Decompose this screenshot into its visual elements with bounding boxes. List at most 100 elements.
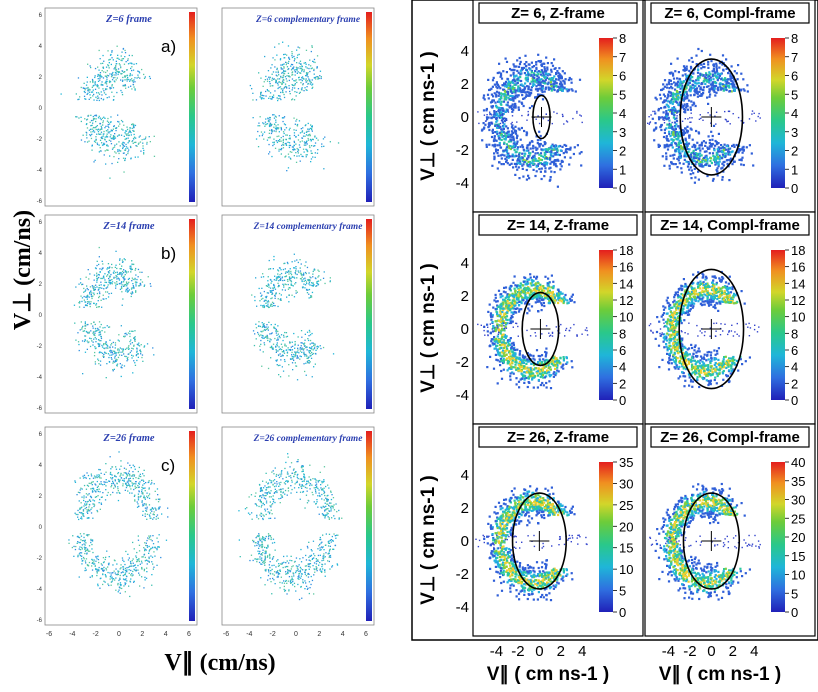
scatter-point	[310, 479, 312, 481]
scatter-point	[150, 547, 152, 549]
scatter-point	[295, 590, 297, 592]
scatter-point	[295, 571, 297, 574]
scatter-point	[86, 137, 88, 139]
scatter-point	[285, 63, 287, 66]
heatmap-cell	[540, 70, 544, 73]
scatter-point	[300, 263, 302, 265]
heatmap-cell	[542, 155, 545, 158]
scatter-point	[77, 513, 79, 516]
scatter-point	[272, 78, 275, 80]
scatter-point	[338, 518, 340, 520]
scatter-point	[312, 276, 314, 278]
scatter-point	[311, 145, 313, 147]
scatter-point	[302, 286, 304, 288]
scatter-point	[286, 351, 289, 353]
scatter-point	[279, 570, 281, 572]
scatter-point	[113, 137, 115, 139]
scatter-point	[260, 553, 262, 556]
scatter-point	[281, 355, 283, 357]
scatter-point	[273, 141, 275, 143]
scatter-point	[275, 332, 277, 334]
scatter-point	[290, 555, 292, 557]
scatter-point	[123, 135, 125, 137]
scatter-point	[322, 505, 324, 507]
scatter-point	[127, 490, 129, 492]
scatter-point	[118, 152, 120, 155]
scatter-point	[105, 287, 108, 289]
scatter-point	[316, 76, 318, 78]
heatmap-cell	[532, 168, 535, 171]
scatter-point	[299, 491, 302, 493]
scatter-point	[137, 356, 139, 358]
heatmap-cell	[555, 159, 558, 162]
scatter-point	[323, 168, 325, 170]
scatter-point	[80, 539, 82, 541]
scatter-point	[125, 143, 127, 146]
scatter-point	[288, 79, 290, 82]
heatmap-cell	[539, 134, 542, 138]
scatter-point	[123, 84, 126, 87]
scatter-point	[303, 62, 305, 64]
scatter-point	[123, 479, 125, 482]
scatter-point	[153, 514, 155, 516]
scatter-point	[128, 484, 130, 486]
scatter-point	[289, 348, 292, 351]
scatter-point	[317, 76, 319, 78]
heatmap-cell	[528, 106, 531, 110]
scatter-point	[101, 496, 103, 498]
scatter-point	[118, 354, 121, 356]
scatter-point	[103, 580, 105, 582]
scatter-point	[103, 143, 106, 145]
scatter-point	[293, 296, 296, 298]
scatter-point	[117, 472, 120, 474]
heatmap-cell	[516, 69, 519, 72]
scatter-point	[266, 123, 269, 125]
scatter-point	[280, 269, 282, 271]
scatter-point	[114, 486, 116, 488]
scatter-point	[85, 496, 87, 498]
scatter-point	[273, 130, 275, 132]
scatter-point	[144, 542, 146, 544]
scatter-point	[143, 152, 145, 154]
scatter-point	[142, 487, 144, 489]
scatter-point	[99, 287, 101, 289]
scatter-point	[103, 116, 105, 118]
scatter-point	[95, 138, 97, 141]
scatter-point	[131, 69, 133, 72]
scatter-point	[295, 266, 297, 268]
scatter-point	[109, 73, 111, 75]
scatter-point	[268, 553, 271, 555]
scatter-point	[280, 140, 282, 142]
scatter-point	[287, 153, 290, 155]
scatter-point	[132, 292, 134, 294]
scatter-point	[267, 120, 269, 122]
scatter-point	[107, 345, 109, 347]
scatter-point	[278, 127, 280, 129]
scatter-point	[95, 114, 97, 116]
heatmap-cell	[519, 138, 522, 141]
scatter-point	[249, 513, 251, 516]
scatter-point	[294, 87, 296, 89]
scatter-point	[152, 508, 154, 510]
scatter-point	[262, 273, 264, 275]
scatter-point	[304, 62, 307, 64]
scatter-point	[154, 507, 156, 509]
scatter-point	[297, 344, 299, 346]
scatter-point	[96, 486, 99, 488]
scatter-point	[284, 262, 286, 264]
scatter-point	[309, 355, 311, 357]
scatter-point	[130, 569, 132, 572]
scatter-point	[111, 279, 113, 281]
scatter-point	[323, 549, 325, 551]
scatter-point	[295, 268, 297, 270]
scatter-point	[296, 277, 298, 279]
heatmap-cell	[495, 81, 498, 84]
scatter-point	[92, 95, 94, 97]
scatter-point	[126, 74, 128, 77]
scatter-point	[324, 509, 326, 511]
scatter-point	[112, 136, 115, 138]
scatter-point	[299, 270, 302, 272]
scatter-point	[313, 69, 315, 72]
scatter-point	[267, 70, 270, 72]
scatter-point	[112, 87, 115, 89]
